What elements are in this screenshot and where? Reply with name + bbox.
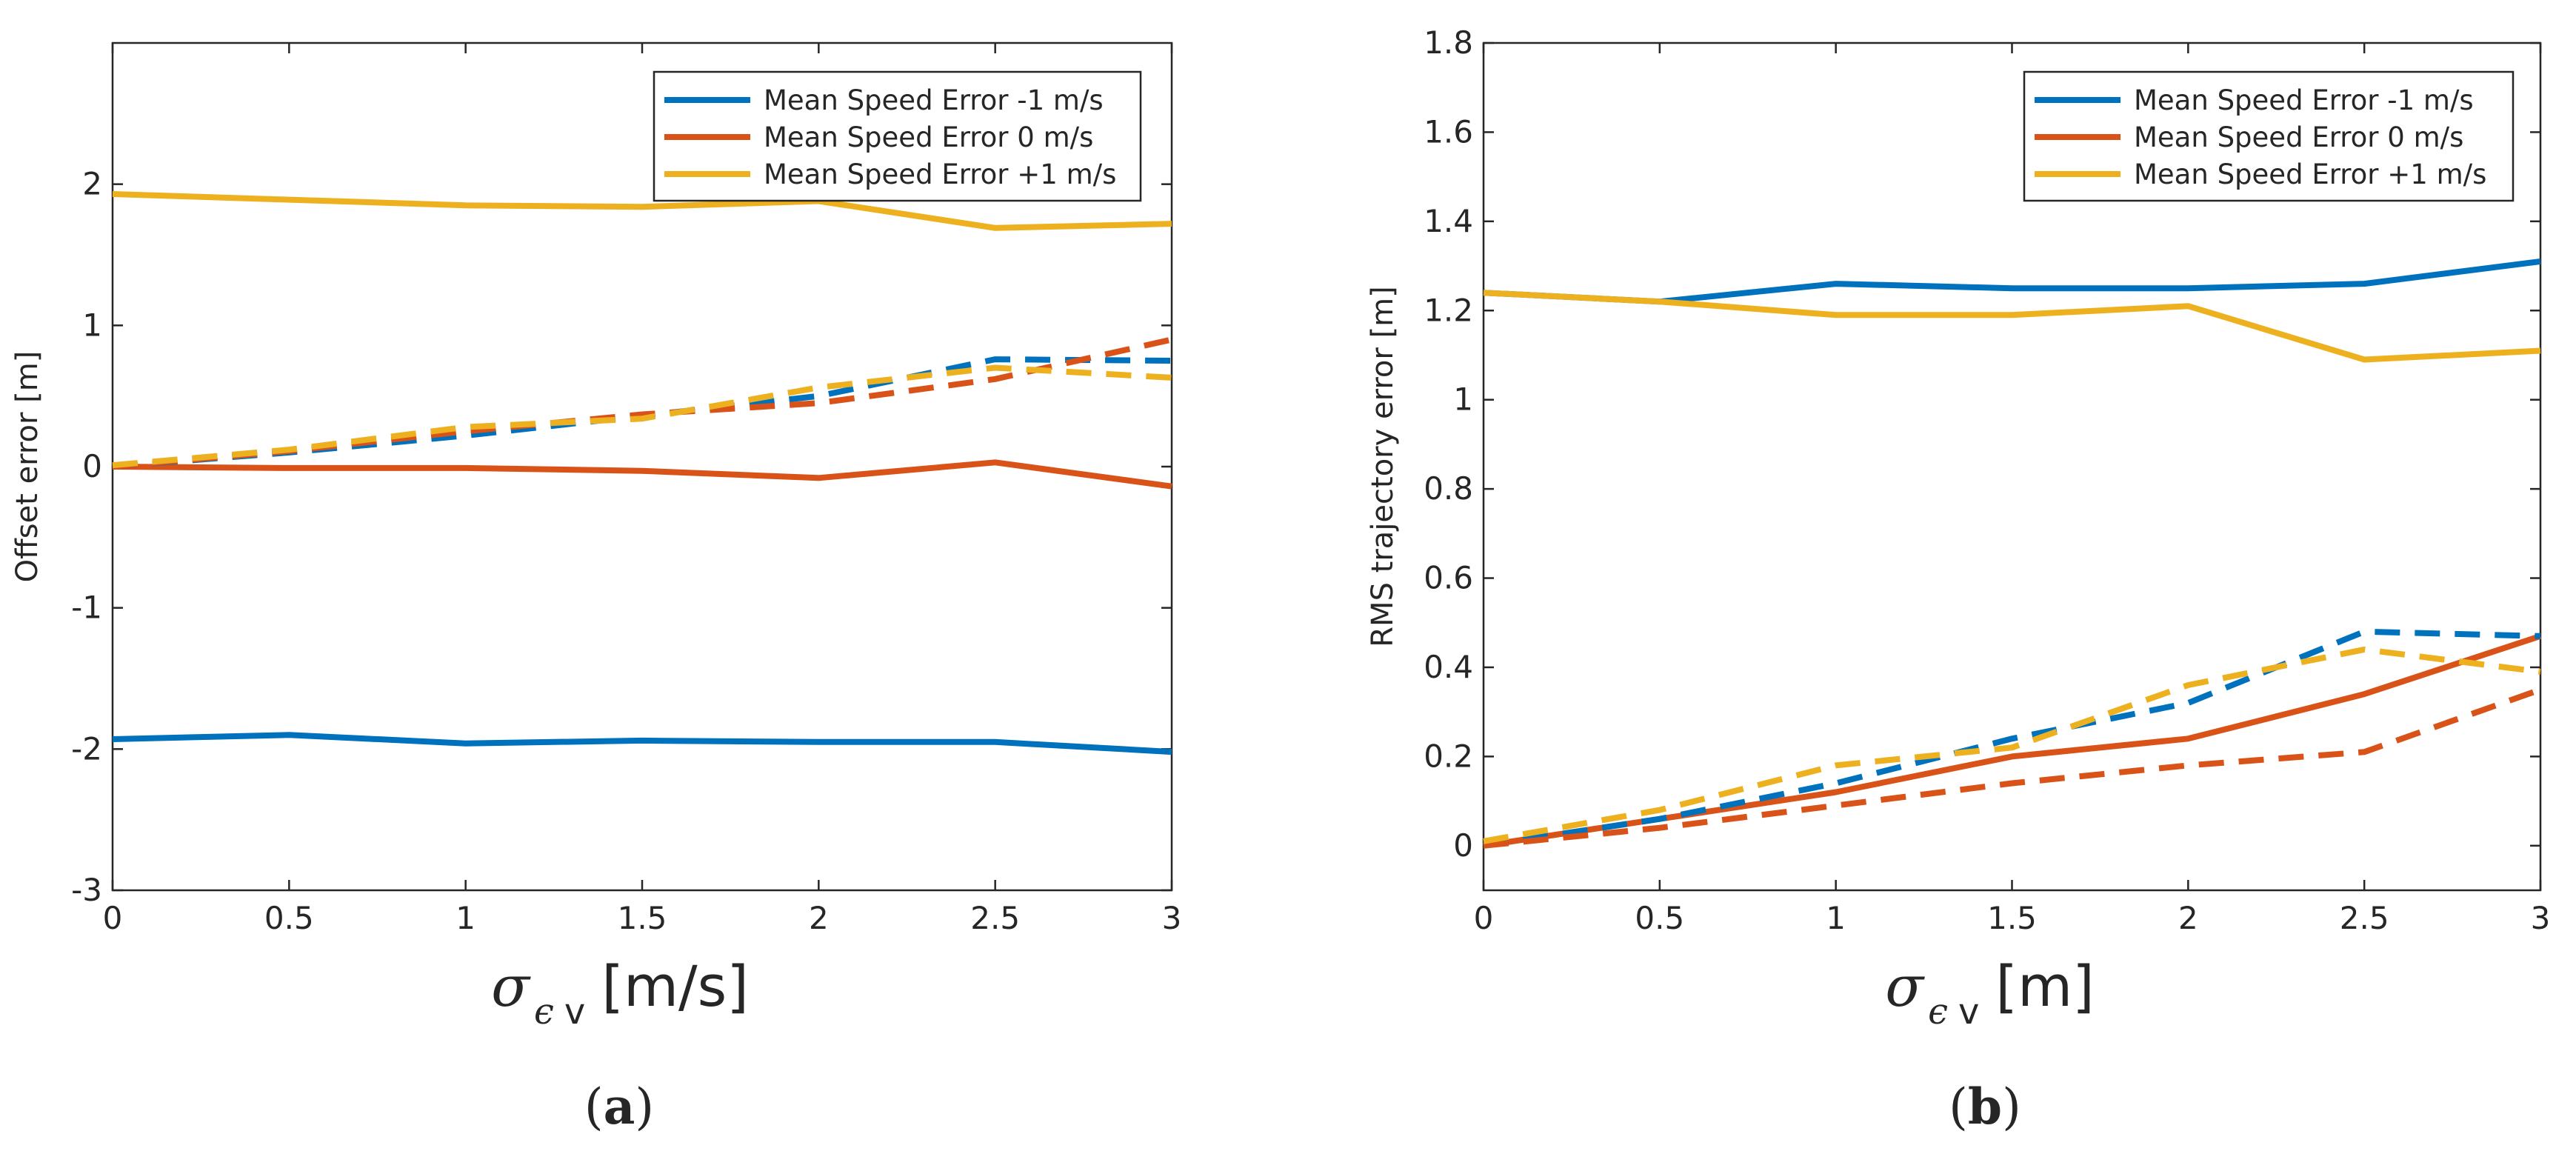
y-tick-label: 0.8: [1424, 470, 1473, 507]
x-label-unit: [m/s]: [601, 953, 749, 1019]
series-line-dashed-3: [1483, 628, 2541, 849]
legend-label: Mean Speed Error +1 m/s: [764, 159, 1116, 190]
x-label-symbol: σ: [491, 953, 531, 1019]
y-tick-label: 1: [1453, 381, 1473, 418]
legend-label: Mean Speed Error -1 m/s: [2134, 84, 2474, 116]
series-line-solid-0: [112, 732, 1172, 755]
chart-a: 0 0.5 1 1.5 2 2.5 3 -3 -2 -1 0 1 2 Offset error [m] σ ϵ…: [10, 41, 1182, 1135]
caption-open: (: [1949, 1078, 1968, 1135]
y-tick-label: -3: [71, 872, 102, 908]
x-label-sub1: ϵ: [534, 991, 554, 1032]
caption-close: ): [2002, 1078, 2021, 1135]
y-axis-label: RMS trajectory error [m]: [1366, 286, 1400, 647]
x-tick-label: 1.5: [1987, 900, 2037, 936]
x-tick-label: 3: [2531, 900, 2551, 936]
caption-letter: b: [1968, 1078, 2002, 1135]
y-axis-label: Offset error [m]: [10, 351, 44, 583]
y-tick-label: 1.6: [1424, 113, 1473, 150]
x-tick-label: 3: [1162, 900, 1182, 936]
series-line-solid-2: [1483, 290, 2541, 363]
x-axis-label: σ ϵ v [m]: [1885, 953, 2095, 1032]
series-line-solid-2: [112, 191, 1172, 231]
y-tick-label: -1: [71, 590, 102, 626]
x-label-symbol: σ: [1885, 953, 1925, 1019]
x-tick-label: 2.5: [2340, 900, 2389, 936]
x-tick-label: 2: [2178, 900, 2198, 936]
caption-open: (: [584, 1078, 604, 1135]
x-tick-label: 2: [809, 900, 829, 936]
y-tick-label: 0: [82, 448, 102, 484]
x-tick-label: 0: [103, 900, 123, 936]
x-tick-label: 2.5: [970, 900, 1020, 936]
chart-b: 0 0.5 1 1.5 2 2.5 3 0 0.2 0.4 0.6 0.8 1 1.2 1.4 1.6 1.8 R…: [1366, 24, 2550, 1135]
y-tick-label: 2: [82, 166, 102, 202]
series-line-solid-1: [112, 459, 1172, 490]
legend-label: Mean Speed Error +1 m/s: [2134, 159, 2486, 190]
y-tick-label: 0.6: [1424, 560, 1473, 596]
legend-label: Mean Speed Error 0 m/s: [764, 121, 1093, 153]
y-tick-label: 1.8: [1424, 24, 1473, 61]
y-tick-label: 0: [1453, 827, 1473, 864]
series-line-dashed-5: [112, 364, 1172, 469]
x-tick-label: 1.5: [618, 900, 667, 936]
series-line-dashed-5: [1483, 646, 2541, 844]
legend-label: Mean Speed Error -1 m/s: [764, 84, 1104, 116]
y-tick-label: 0.4: [1424, 649, 1473, 685]
x-label-sub1: ϵ: [1928, 991, 1948, 1032]
legend-label: Mean Speed Error 0 m/s: [2134, 121, 2463, 153]
y-tick-label: 1.4: [1424, 203, 1473, 239]
y-tick-label: -2: [71, 730, 102, 767]
caption-letter: a: [604, 1078, 635, 1135]
x-label-sub2: v: [1958, 991, 1979, 1032]
y-tick-label: 0.2: [1424, 738, 1473, 774]
x-tick-label: 1: [456, 900, 476, 936]
x-label-unit: [m]: [1995, 953, 2094, 1019]
x-tick-label: 0: [1474, 900, 1494, 936]
x-tick-label: 0.5: [264, 900, 314, 936]
x-tick-label: 0.5: [1635, 900, 1684, 936]
subfigure-caption: (b): [1949, 1078, 2021, 1135]
series-line-dashed-4: [1483, 687, 2542, 849]
subfigure-caption: (a): [584, 1078, 654, 1135]
x-axis-label: σ ϵ v [m/s]: [491, 953, 749, 1032]
y-tick-label: 1.2: [1424, 292, 1473, 328]
x-tick-label: 1: [1826, 900, 1846, 936]
caption-close: ): [635, 1078, 654, 1135]
x-label-sub2: v: [564, 991, 585, 1032]
y-tick-label: 1: [82, 307, 102, 343]
